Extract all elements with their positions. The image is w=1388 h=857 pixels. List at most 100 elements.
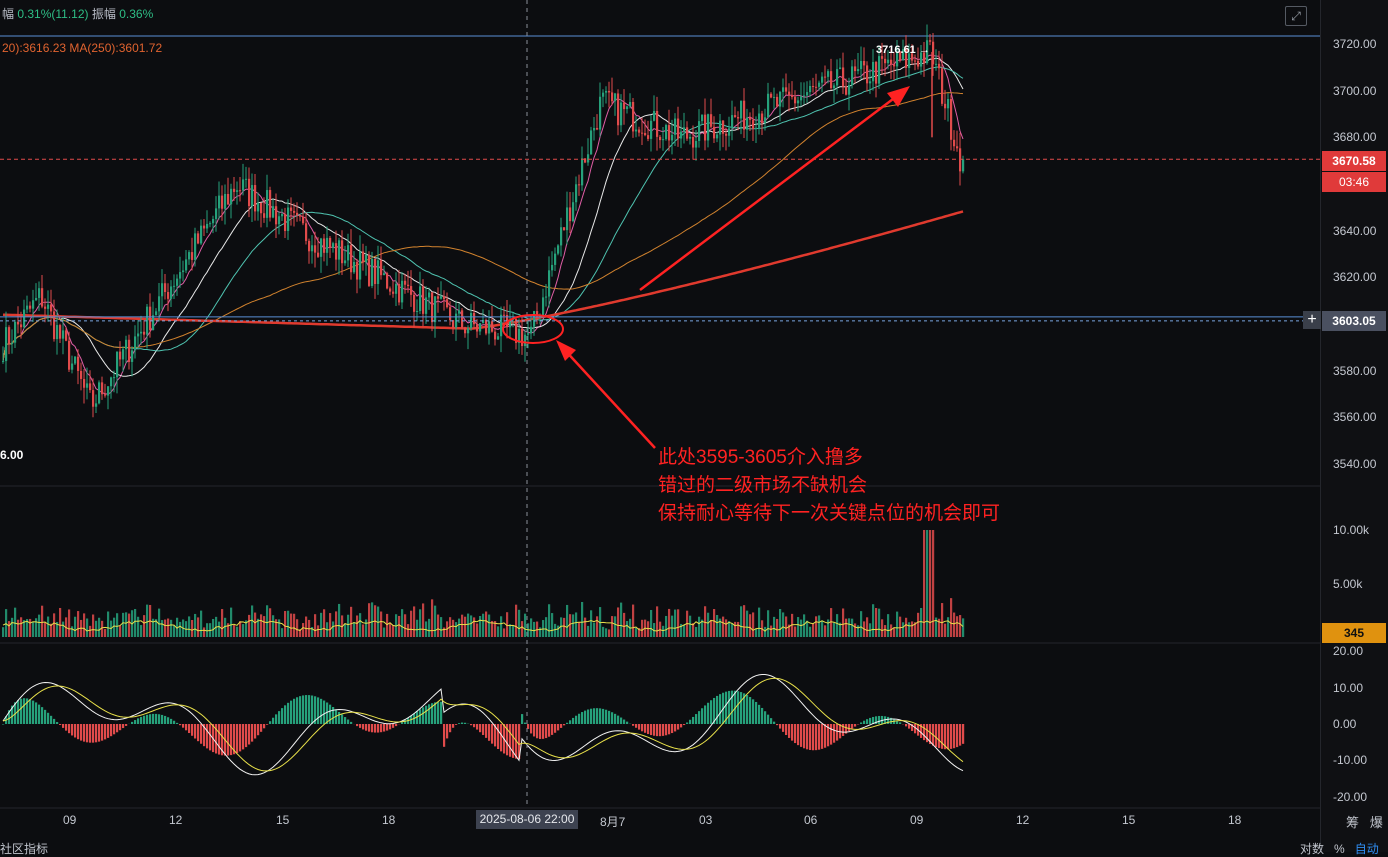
candle-body [245,179,247,180]
macd-bar [386,724,388,731]
candle-body [659,137,661,140]
crosshair-add-icon[interactable]: + [1303,311,1321,329]
candle-body [542,297,544,315]
candle-body [254,185,256,211]
volume-bar [854,623,856,637]
macd-bar [83,724,85,742]
candle-body [386,273,388,288]
volume-bar [512,626,514,637]
volume-bar [611,616,613,637]
indicator-menu[interactable]: 社区指标 [0,840,48,857]
candle-body [356,262,358,280]
corner-tools[interactable]: 筹 爆 [1346,812,1383,831]
candle-body [728,128,730,135]
candle-body [317,253,319,257]
macd-bar [278,711,280,724]
volume-bar [539,627,541,637]
macd-bar [71,724,73,735]
volume-bar [353,622,355,637]
candle-body [242,179,244,190]
candle-body [914,61,916,62]
candle-body [521,329,523,346]
candle-body [53,311,55,339]
candle-body [194,233,196,260]
candle-body [869,81,871,83]
macd-bar [50,716,52,724]
volume-bar [827,619,829,637]
candle-body [491,321,493,331]
volume-bar [218,622,220,637]
macd-bar [551,724,553,735]
scale-options[interactable]: 对数 % 自动 [1300,840,1379,857]
macd-bar [653,724,655,736]
time-tick: 03 [699,813,712,827]
volume-bar [740,606,742,637]
candle-body [548,270,550,296]
time-tick: 18 [1228,813,1241,827]
liquidation-tool[interactable]: 爆 [1370,815,1383,830]
volume-bar [53,613,55,637]
volume-bar [803,614,805,637]
auto-scale-toggle[interactable]: 自动 [1355,842,1379,856]
candle-body [761,113,763,122]
macd-bar [365,724,367,731]
macd-bar [863,721,865,724]
macd-bar [659,724,661,736]
macd-tick: 0.00 [1333,717,1356,731]
candle-body [200,226,202,244]
macd-bar [545,724,547,738]
volume-bar [287,611,289,637]
macd-bar [779,724,781,729]
macd-bar [560,724,562,728]
macd-bar [686,722,688,724]
volume-bar [461,615,463,637]
volume-bar [596,616,598,637]
volume-tick: 5.00k [1333,577,1362,591]
macd-bar [371,724,373,732]
candle-body [77,357,79,371]
candle-body [860,61,862,69]
log-scale-toggle[interactable]: 对数 [1300,842,1324,856]
macd-bar [236,724,238,753]
volume-bar [845,619,847,637]
volume-bar [62,622,64,637]
last-volume-tag: 345 [1322,623,1386,643]
candle-body [446,299,448,307]
price-tick: 3680.00 [1333,130,1376,144]
macd-bar [644,724,646,733]
volume-bar [359,613,361,637]
macd-bar [647,724,649,734]
volume-bar [794,627,796,637]
macd-bar [323,701,325,724]
candle-body [155,311,157,315]
macd-tick: 10.00 [1333,681,1363,695]
macd-bar [461,723,463,724]
volume-bar [878,609,880,637]
percent-scale-toggle[interactable]: % [1334,842,1345,856]
macd-bar [770,718,772,724]
volume-bar [962,618,964,637]
macd-bar [20,699,22,724]
volume-bar [743,605,745,637]
annotation-arrow-line [562,347,655,448]
volume-bar [191,620,193,637]
expand-icon[interactable]: ⤢ [1285,6,1307,26]
macd-bar [761,708,763,724]
macd-bar [599,708,601,724]
volume-bar [698,617,700,637]
macd-bar [923,724,925,740]
volume-bar [44,623,46,637]
macd-bar [332,707,334,724]
macd-bar [161,715,163,724]
volume-bar [119,626,121,637]
volume-bar [464,617,466,637]
macd-bar [299,696,301,724]
volume-bar [884,625,886,637]
candle-body [644,133,646,135]
volume-bar [824,625,826,637]
macd-bar [578,714,580,724]
volume-bar [320,613,322,637]
volume-bar [608,629,610,637]
chip-tool[interactable]: 筹 [1346,815,1359,830]
